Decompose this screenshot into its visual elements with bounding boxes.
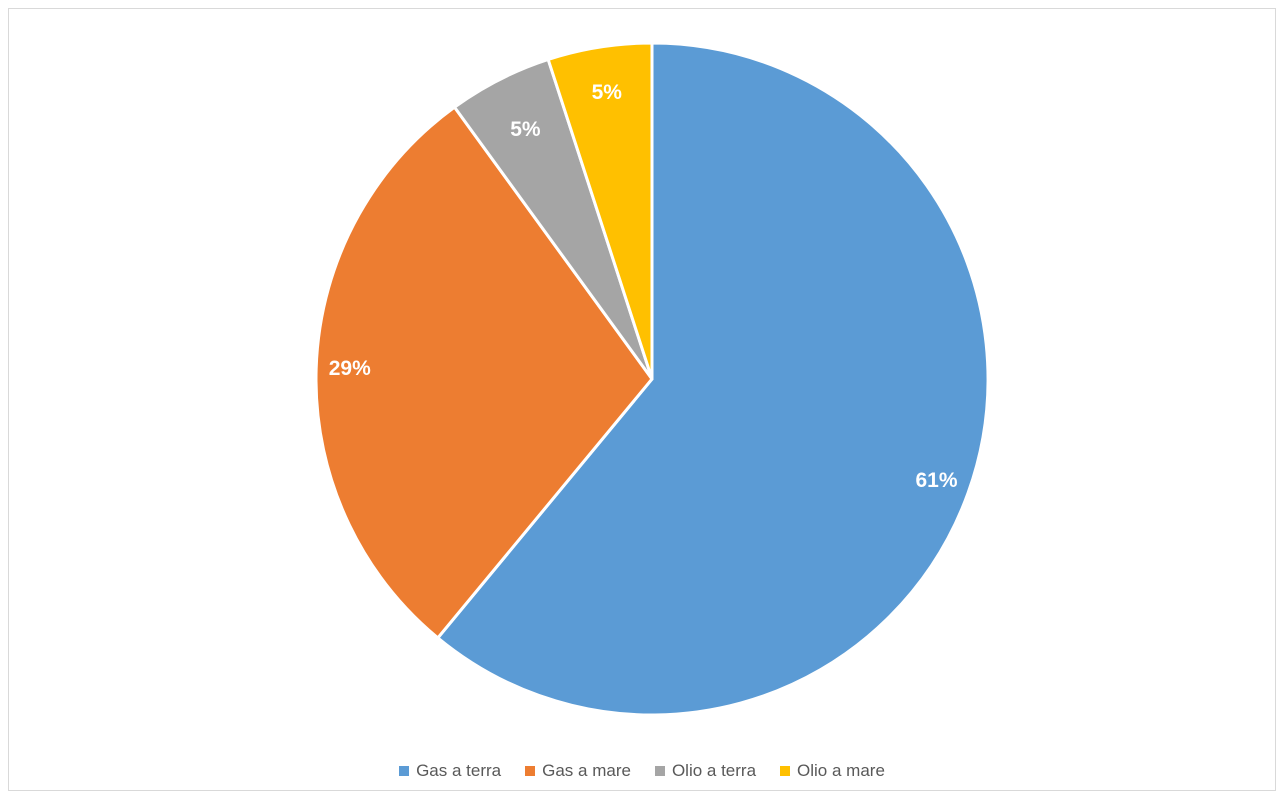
legend-label-olio-a-terra: Olio a terra: [671, 761, 757, 780]
data-label-gas-a-mare: 29%: [329, 357, 371, 380]
legend-swatch-gas-a-terra: [399, 766, 410, 776]
data-label-olio-a-terra: 5%: [510, 118, 541, 141]
pie-slice-gas-a-mare: [314, 105, 654, 640]
legend-item-gas-a-mare: Gas a mare: [525, 761, 631, 781]
chart-area: 61% 29% 5% 5% Gas a terra Gas a mare Olio a…: [8, 8, 1276, 791]
legend-item-olio-a-mare: Olio a mare: [780, 761, 885, 781]
legend-swatch-gas-a-mare: [525, 766, 536, 776]
pie-chart: 61% 29% 5% 5%: [314, 41, 990, 717]
legend-swatch-olio-a-mare: [780, 766, 791, 776]
data-label-olio-a-mare: 5%: [592, 81, 623, 104]
legend-label-gas-a-terra: Gas a terra: [416, 761, 502, 780]
legend-item-olio-a-terra: Olio a terra: [654, 761, 757, 781]
pie-slice-olio-a-mare: [546, 41, 654, 381]
legend-swatch-olio-a-terra: [654, 766, 665, 776]
legend-item-gas-a-terra: Gas a terra: [399, 761, 501, 781]
legend-label-gas-a-mare: Gas a mare: [542, 761, 631, 780]
pie-slice-gas-a-terra: [436, 41, 990, 717]
legend: Gas a terra Gas a mare Olio a terra Olio…: [9, 756, 1275, 786]
legend-label-olio-a-mare: Olio a mare: [797, 761, 885, 780]
data-label-gas-a-terra: 61%: [916, 469, 958, 492]
